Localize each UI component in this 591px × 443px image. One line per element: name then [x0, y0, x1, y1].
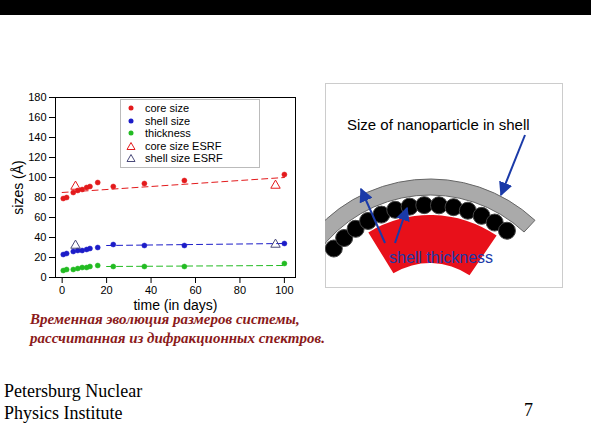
- svg-text:160: 160: [28, 111, 46, 123]
- svg-text:60: 60: [34, 211, 46, 223]
- svg-text:100: 100: [275, 284, 293, 296]
- svg-text:80: 80: [234, 284, 246, 296]
- html-text:Временная эволюция размеров си: Временная эволюция размеров системы,: [30, 311, 300, 327]
- html-text:core size: core size: [145, 102, 189, 114]
- html-text:shell size ESRF: shell size ESRF: [145, 152, 223, 164]
- html-text:Physics Institute: Physics Institute: [4, 403, 123, 423]
- html-text:shell size: shell size: [145, 114, 191, 127]
- svg-text:80: 80: [34, 191, 46, 203]
- svg-text:100: 100: [28, 171, 46, 183]
- svg-text:120: 120: [28, 151, 46, 163]
- html-text:Petersburg Nuclear: Petersburg Nuclear: [4, 381, 143, 401]
- html-text:рассчитанная из дифракционных: рассчитанная из дифракционных спектров.: [30, 330, 325, 346]
- svg-text:0: 0: [40, 271, 46, 283]
- svg-text:20: 20: [100, 284, 112, 296]
- svg-text:time (in days): time (in days): [133, 297, 217, 313]
- svg-text:20: 20: [34, 251, 46, 263]
- svg-text:40: 40: [145, 284, 157, 296]
- svg-text:sizes (Å): sizes (Å): [10, 160, 26, 214]
- html-text:7: 7: [524, 400, 533, 420]
- html-text:core size ESRF: core size ESRF: [145, 139, 222, 152]
- svg-text:0: 0: [59, 284, 65, 296]
- svg-text:40: 40: [34, 231, 46, 243]
- svg-text:60: 60: [189, 284, 201, 296]
- svg-text:shell thickness: shell thickness: [389, 249, 493, 266]
- svg-text:140: 140: [28, 131, 46, 143]
- html-text:thickness: thickness: [145, 127, 191, 139]
- svg-text:Size of nanoparticle in shell: Size of nanoparticle in shell: [347, 116, 530, 133]
- svg-text:180: 180: [28, 91, 46, 103]
